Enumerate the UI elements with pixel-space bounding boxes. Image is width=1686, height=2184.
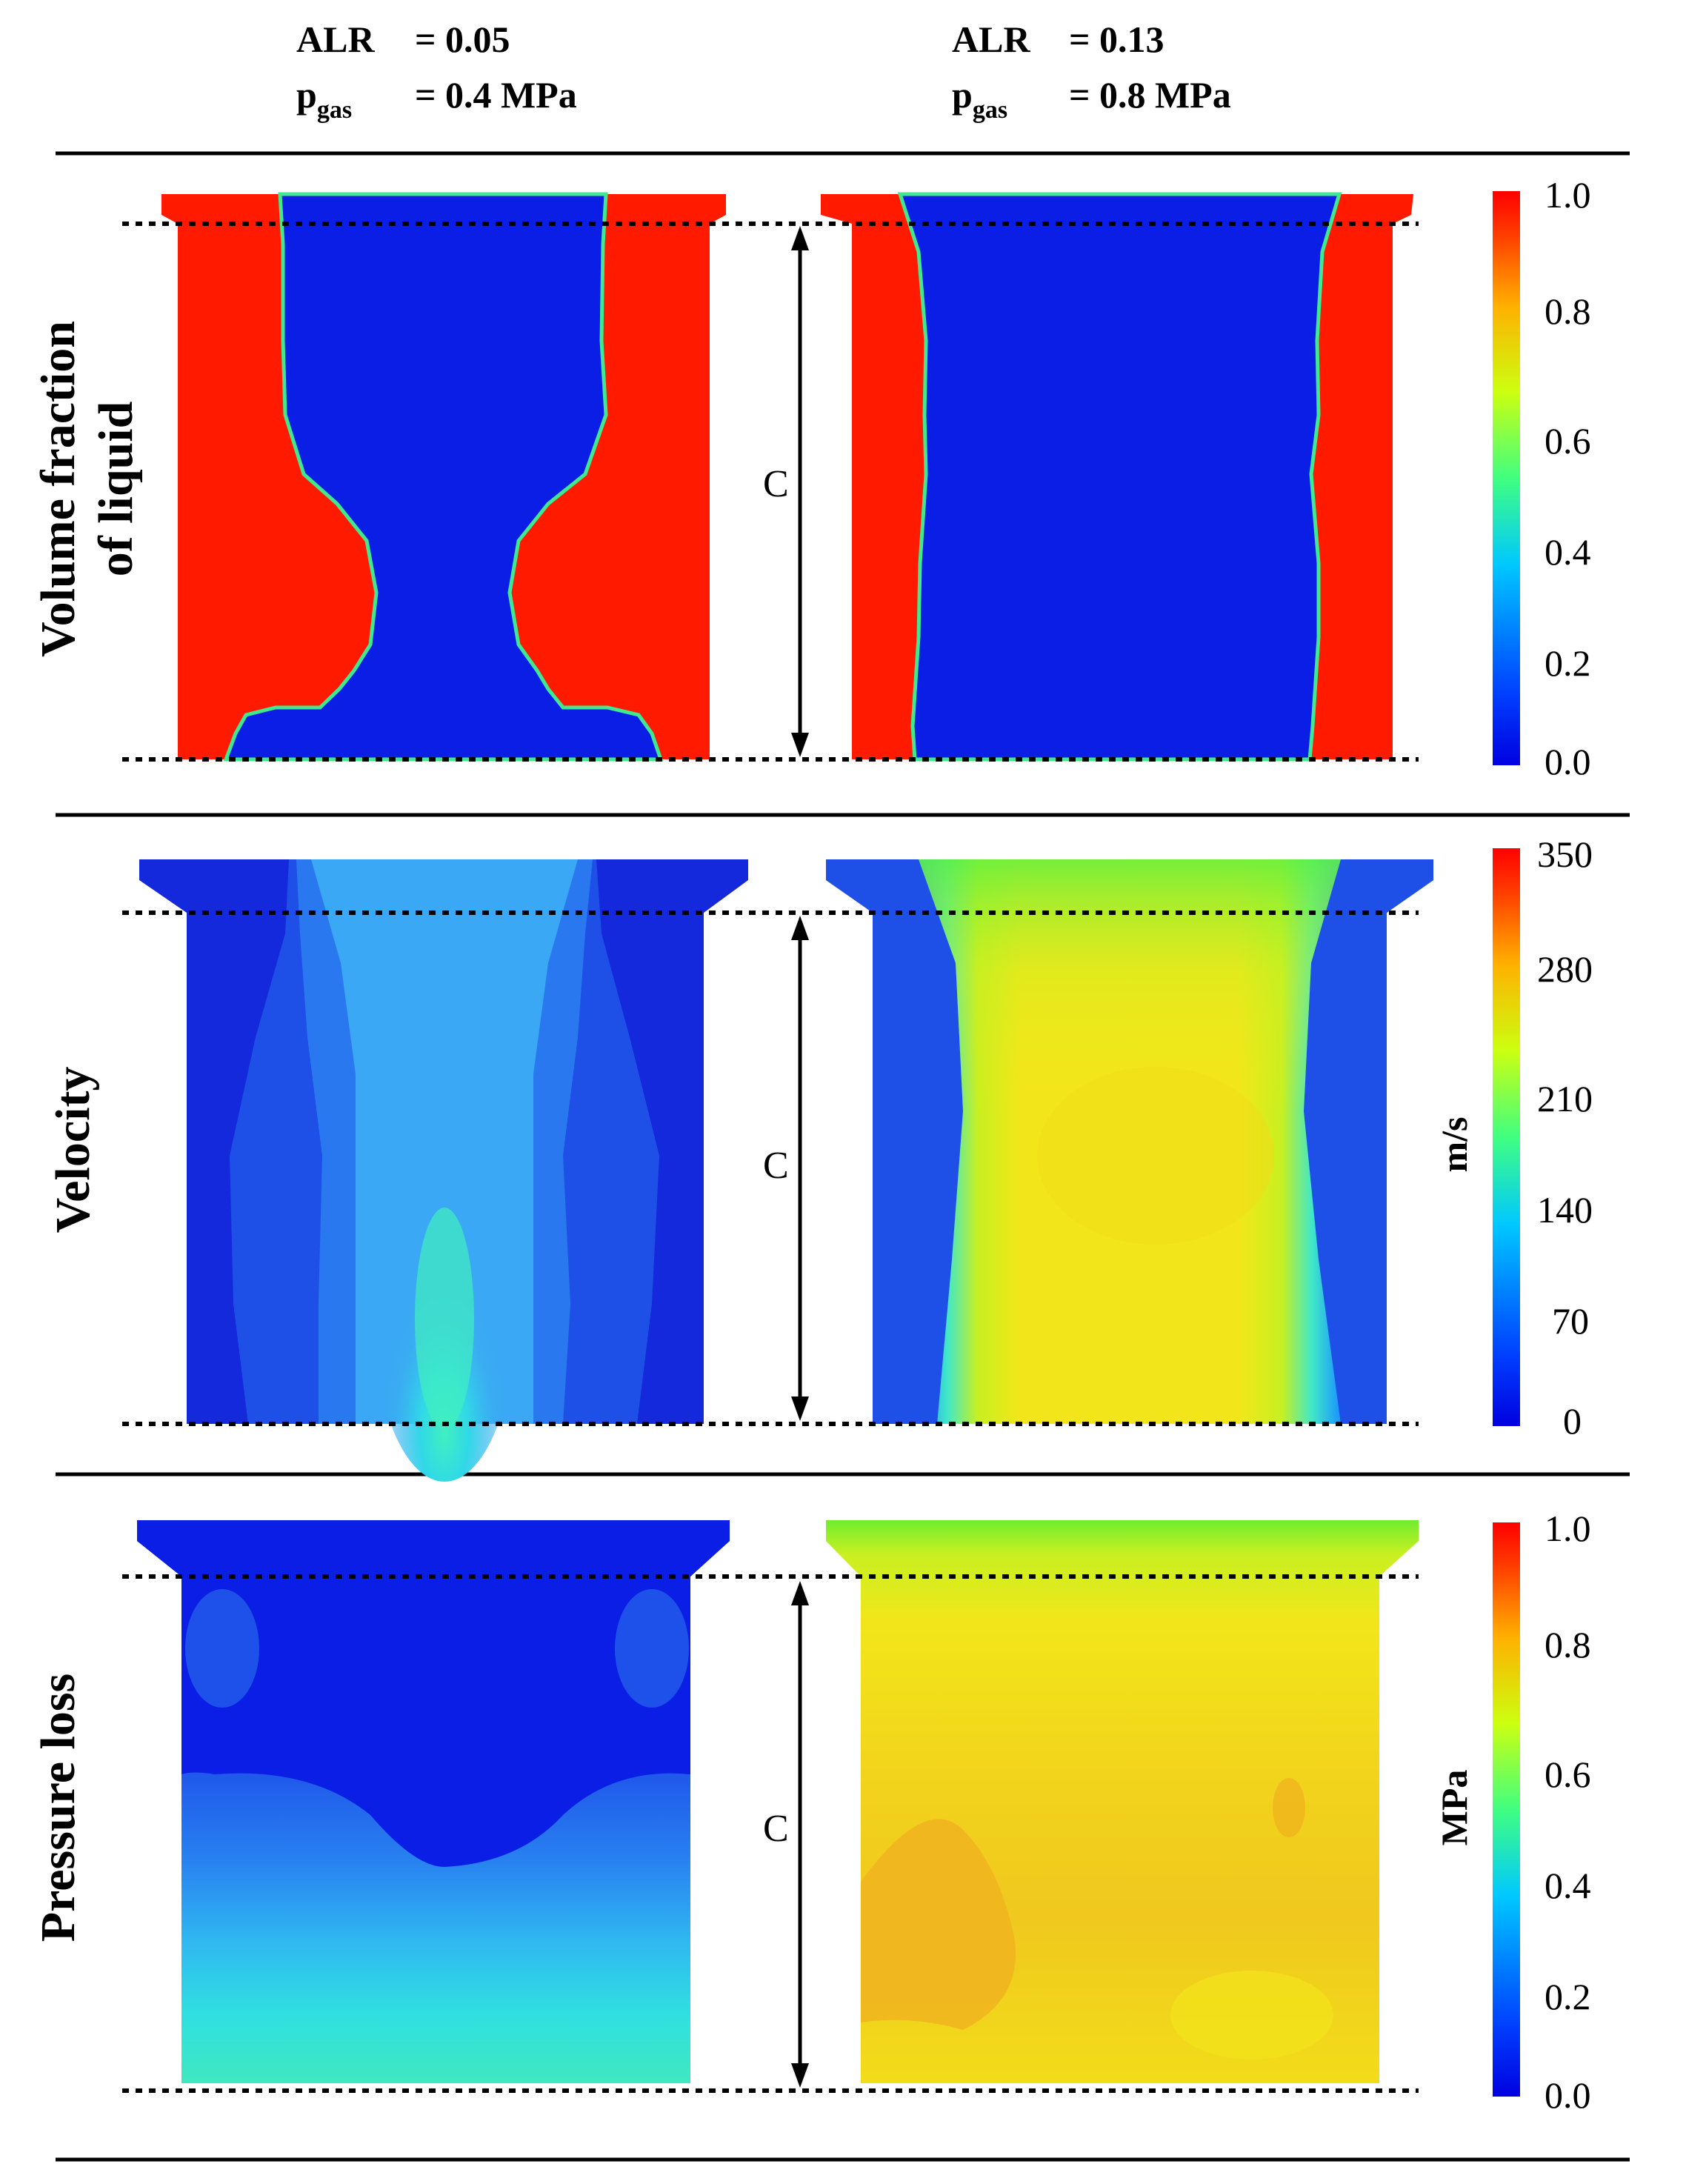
colorbar-tick: 0.4 bbox=[1545, 1865, 1591, 1906]
row-title: Velocity bbox=[46, 1067, 100, 1234]
header-left-alr-value: = 0.05 bbox=[415, 19, 510, 60]
colorbar-tick: 0.6 bbox=[1545, 420, 1591, 462]
row-title: Pressure loss bbox=[31, 1674, 85, 1942]
header-right-alr-label: ALR bbox=[952, 19, 1030, 60]
header-right-alr-value: = 0.13 bbox=[1069, 19, 1164, 60]
dimension-arrow bbox=[791, 916, 809, 1421]
colorbar-tick: 0.4 bbox=[1545, 531, 1591, 573]
dimension-arrow bbox=[791, 226, 809, 757]
colorbar-tick: 70 bbox=[1552, 1300, 1589, 1342]
colorbar-tick: 210 bbox=[1537, 1078, 1593, 1119]
row-title-line1: Volume fraction bbox=[31, 321, 85, 657]
colorbar-tick: 0.8 bbox=[1545, 1624, 1591, 1665]
colorbar-tick: 0.0 bbox=[1545, 741, 1591, 782]
dimension-label: C bbox=[763, 463, 789, 505]
colorbar-tick: 0 bbox=[1563, 1400, 1582, 1442]
header-right-p-value: = 0.8 MPa bbox=[1069, 74, 1231, 116]
header-left-alr-label: ALR bbox=[296, 19, 375, 60]
svg-text:pgas: pgas bbox=[296, 74, 352, 124]
colorbar-tick: 350 bbox=[1537, 833, 1593, 875]
row-volume-fraction: Volume fraction of liquid C 1.0 0.8 0.6 bbox=[31, 174, 1591, 782]
colorbar-tick: 0.0 bbox=[1545, 2074, 1591, 2116]
contour-left-vof bbox=[161, 192, 726, 762]
contour-left-velocity bbox=[139, 859, 748, 1482]
colorbar-ticks: 1.0 0.8 0.6 0.4 0.2 0.0 bbox=[1545, 174, 1591, 782]
colorbar bbox=[1493, 848, 1520, 1426]
header-right-p-sub: gas bbox=[973, 96, 1007, 124]
colorbar-ticks: 1.0 0.8 0.6 0.4 0.2 0.0 bbox=[1545, 1508, 1591, 2116]
header-left-p-value: = 0.4 MPa bbox=[415, 74, 577, 116]
contour-right-velocity bbox=[826, 859, 1433, 1424]
colorbar bbox=[1493, 1522, 1520, 2097]
row-title-line2: of liquid bbox=[89, 402, 143, 577]
dimension-arrow bbox=[791, 1581, 809, 2088]
colorbar-tick: 0.8 bbox=[1545, 290, 1591, 332]
colorbar-tick: 1.0 bbox=[1545, 1508, 1591, 1549]
contour-right-pressure bbox=[826, 1520, 1419, 2083]
colorbar-unit: MPa bbox=[1433, 1770, 1475, 1846]
header-left: ALR = 0.05 pgas = 0.4 MPa bbox=[296, 19, 577, 124]
contour-right-vof bbox=[821, 192, 1413, 762]
row-velocity: Velocity C 350 280 bbox=[46, 833, 1593, 1482]
colorbar-tick: 0.2 bbox=[1545, 642, 1591, 684]
colorbar-unit: m/s bbox=[1433, 1117, 1475, 1173]
dimension-label: C bbox=[763, 1808, 789, 1850]
header-right-p-label: p bbox=[952, 74, 973, 116]
contour-left-pressure bbox=[137, 1520, 730, 2083]
colorbar-tick: 0.2 bbox=[1545, 1976, 1591, 2017]
colorbar-tick: 1.0 bbox=[1545, 174, 1591, 216]
header-right: ALR = 0.13 pgas = 0.8 MPa bbox=[952, 19, 1231, 124]
colorbar-tick: 0.6 bbox=[1545, 1754, 1591, 1795]
svg-text:pgas: pgas bbox=[952, 74, 1007, 124]
colorbar-ticks: 350 280 210 140 70 0 bbox=[1537, 833, 1593, 1442]
row-pressure-loss: Pressure loss C 1.0 0.8 0.6 bbox=[31, 1508, 1591, 2116]
header-left-p-label: p bbox=[296, 74, 317, 116]
header-left-p-sub: gas bbox=[317, 96, 352, 124]
dimension-label: C bbox=[763, 1145, 789, 1187]
colorbar-tick: 280 bbox=[1537, 948, 1593, 990]
colorbar bbox=[1493, 191, 1520, 765]
colorbar-tick: 140 bbox=[1537, 1189, 1593, 1231]
